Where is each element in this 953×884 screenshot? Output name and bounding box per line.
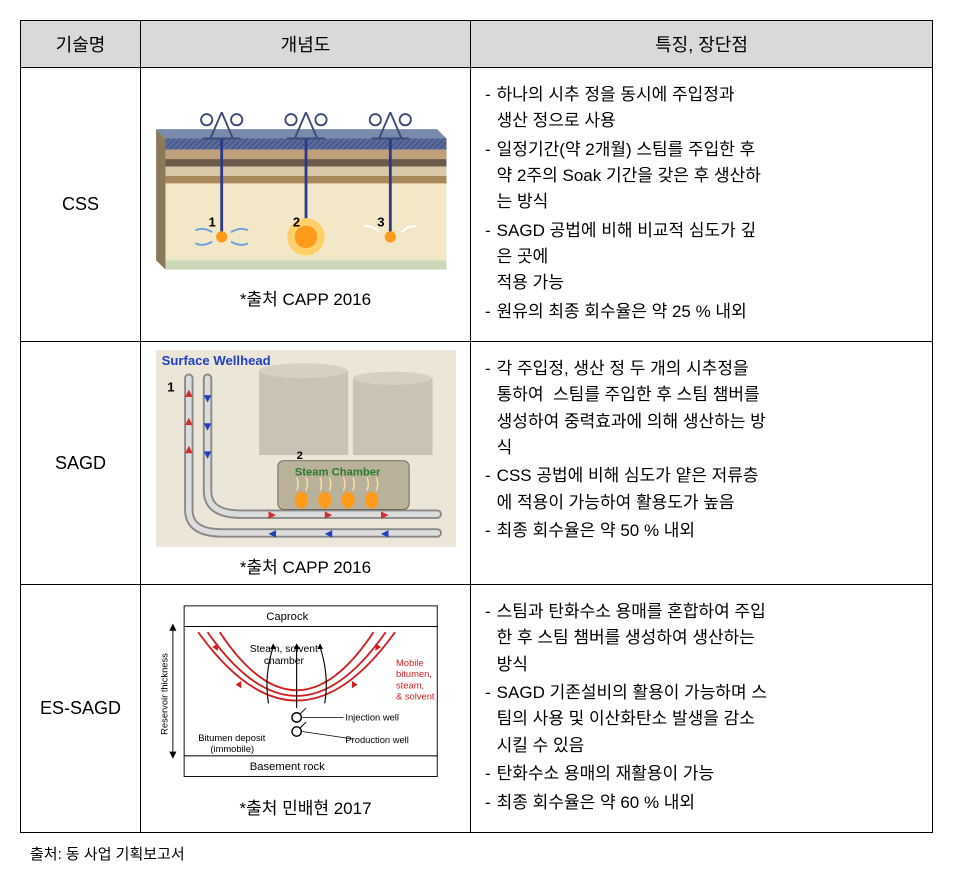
sagd-label-2: 2 (296, 450, 302, 462)
sagd-desc-1: 각 주입정, 생산 정 두 개의 시추정을 통하여 스팀를 주입한 후 스팀 챔… (497, 356, 766, 461)
tech-name-sagd: SAGD (21, 342, 141, 585)
mobile-label-3: steam, (396, 680, 424, 690)
diagram-cell-sagd: Surface Wellhead (141, 342, 471, 585)
sagd-title: Surface Wellhead (161, 353, 270, 368)
table-row: SAGD Surface Wellhead (21, 342, 933, 585)
diagram-cell-css: 1 2 3 *출처 (141, 68, 471, 342)
tech-name-css: CSS (21, 68, 141, 342)
sagd-caption: *출처 CAPP 2016 (147, 553, 464, 578)
essagd-desc-3: 탄화수소 용매의 재활용이 가능 (497, 761, 715, 787)
mobile-label-1: Mobile (396, 658, 424, 668)
sagd-desc-2: CSS 공법에 비해 심도가 얕은 저류층 에 적용이 가능하여 활용도가 높음 (497, 463, 759, 516)
diagram-cell-essagd: Caprock Basement rock Reservoir thicknes (141, 585, 471, 833)
desc-cell-css: -하나의 시추 정을 동시에 주입정과 생산 정으로 사용 -일정기간(약 2개… (471, 68, 933, 342)
essagd-diagram: Caprock Basement rock Reservoir thicknes (147, 600, 464, 788)
essagd-caption: *출처 민배현 2017 (147, 794, 464, 819)
caprock-label: Caprock (266, 611, 308, 623)
css-desc-2: 일정기간(약 2개월) 스팀를 주입한 후 약 2주의 Soak 기간을 갖은 … (497, 137, 761, 216)
table-row: ES-SAGD Caprock Basement rock (21, 585, 933, 833)
sagd-desc-3: 최종 회수율은 약 50 % 내외 (497, 518, 695, 544)
essagd-desc-4: 최종 회수율은 약 60 % 내외 (497, 790, 695, 816)
sagd-diagram: Surface Wellhead (147, 350, 464, 547)
css-desc-1: 하나의 시추 정을 동시에 주입정과 생산 정으로 사용 (497, 82, 735, 135)
sagd-label-1: 1 (167, 379, 174, 394)
header-tech-name: 기술명 (21, 21, 141, 68)
desc-cell-essagd: -스팀과 탄화수소 용매를 혼합하여 주입 한 후 스팀 챔버를 생성하여 생산… (471, 585, 933, 833)
css-diagram: 1 2 3 (147, 101, 464, 279)
header-features: 특징, 장단점 (471, 21, 933, 68)
table-row: CSS (21, 68, 933, 342)
css-label-1: 1 (208, 215, 215, 230)
prod-label: Production well (345, 735, 408, 745)
chamber-label-2: chamber (263, 656, 304, 667)
tech-name-essagd: ES-SAGD (21, 585, 141, 833)
mobile-label-4: & solvent (396, 692, 435, 702)
basement-label: Basement rock (249, 761, 324, 773)
bitumen-label-1: Bitumen deposit (198, 733, 266, 743)
thickness-label: Reservoir thickness (159, 653, 169, 735)
inj-label: Injection well (345, 712, 399, 722)
header-diagram: 개념도 (141, 21, 471, 68)
desc-cell-sagd: -각 주입정, 생산 정 두 개의 시추정을 통하여 스팀를 주입한 후 스팀 … (471, 342, 933, 585)
essagd-desc-1: 스팀과 탄화수소 용매를 혼합하여 주입 한 후 스팀 챔버를 생성하여 생산하… (497, 599, 766, 678)
mobile-label-2: bitumen, (396, 669, 432, 679)
css-desc-3: SAGD 공법에 비해 비교적 심도가 깊 은 곳에 적용 가능 (497, 218, 756, 297)
essagd-desc-2: SAGD 기존설비의 활용이 가능하며 스 팀의 사용 및 이산화탄소 발생을 … (497, 680, 767, 759)
css-label-3: 3 (377, 215, 384, 230)
chamber-label-1: Steam, solvent (249, 644, 317, 655)
technology-table: 기술명 개념도 특징, 장단점 CSS (20, 20, 933, 833)
bitumen-label-2: (immobile) (210, 744, 254, 754)
sagd-chamber-label: Steam Chamber (294, 467, 380, 479)
header-row: 기술명 개념도 특징, 장단점 (21, 21, 933, 68)
css-label-2: 2 (292, 215, 299, 230)
source-note: 출처: 동 사업 기획보고서 (30, 843, 933, 864)
css-caption: *출처 CAPP 2016 (147, 285, 464, 310)
css-desc-4: 원유의 최종 회수율은 약 25 % 내외 (497, 299, 747, 325)
